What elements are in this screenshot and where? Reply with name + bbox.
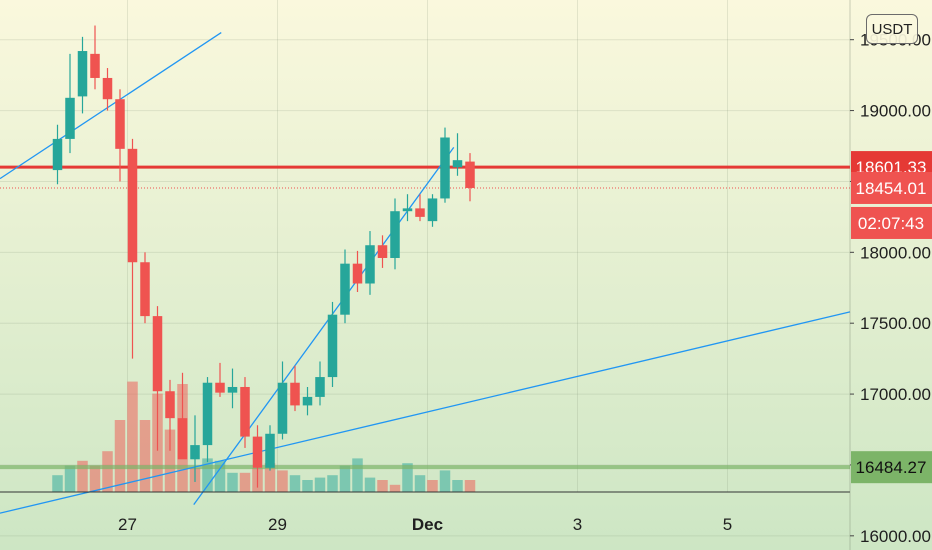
y-tick-label: 19000.00 [860, 102, 931, 121]
price-label-text: 02:07:43 [858, 214, 924, 233]
candle-body [177, 418, 188, 460]
volume-bar [302, 480, 313, 492]
y-tick-label: 17500.00 [860, 314, 931, 333]
candle-body [290, 382, 300, 406]
candle-body [365, 245, 375, 284]
y-tick-label: 16000.00 [860, 527, 931, 546]
candle-body [215, 382, 225, 393]
candle-body [190, 445, 200, 460]
candle-body [415, 208, 425, 217]
candle-body [315, 377, 325, 397]
candle-body [127, 148, 138, 263]
volume-bar [264, 463, 276, 492]
candle-body [77, 51, 88, 97]
volume-bar [364, 477, 376, 492]
volume-bar [389, 484, 401, 492]
volume-bar [452, 480, 463, 492]
volume-bar [102, 451, 113, 492]
currency-badge[interactable]: USDT [866, 14, 918, 44]
candle-body [427, 198, 438, 222]
volume-bar [139, 420, 151, 492]
volume-bar [439, 470, 451, 492]
candle-body [165, 391, 175, 419]
volume-bar [89, 465, 101, 492]
x-tick-label: 5 [723, 515, 732, 534]
volume-bar [114, 420, 126, 492]
rising-support-line [193, 147, 455, 506]
candle-body [227, 386, 238, 393]
candle-body [115, 99, 125, 149]
volume-bar [314, 477, 326, 492]
candle-body [152, 316, 163, 392]
x-tick-label: 29 [268, 515, 287, 534]
price-label-box [851, 451, 932, 484]
candle-body [277, 382, 288, 434]
candle-body [302, 396, 313, 406]
x-tick-label: 3 [573, 515, 582, 534]
volume-bar [339, 465, 351, 492]
volume-bar [327, 475, 338, 492]
candle-body [202, 382, 213, 446]
volume-bar [202, 458, 213, 492]
volume-bar [402, 463, 413, 492]
candle-body [402, 208, 413, 212]
volume-bar [464, 480, 476, 492]
candle-body [352, 263, 363, 284]
price-label-box [851, 206, 932, 239]
volume-bar [414, 475, 426, 492]
volume-bar [289, 475, 301, 492]
y-tick-label: 17000.00 [860, 385, 931, 404]
x-tick-label: Dec [412, 515, 443, 534]
volume-bar [214, 460, 226, 492]
upper-channel-line [0, 32, 222, 180]
candle-body [65, 97, 75, 139]
long-term-support-line [0, 311, 851, 514]
volume-bar [352, 458, 363, 492]
volume-bar [77, 460, 88, 492]
candle-body [102, 77, 113, 100]
volume-bar [52, 475, 63, 492]
price-label-box [851, 171, 932, 204]
price-label-text: 16484.27 [856, 458, 927, 477]
candle-body [90, 53, 100, 78]
candle-body [265, 433, 275, 468]
volume-bar [164, 429, 176, 492]
candle-body [52, 138, 63, 171]
candle-body [377, 245, 388, 258]
candle-body [240, 386, 250, 437]
volume-bar [427, 480, 438, 492]
volume-bar [277, 470, 288, 492]
volume-bar [239, 472, 251, 492]
volume-bar [227, 472, 238, 492]
y-tick-label: 18000.00 [860, 243, 931, 262]
candle-body [252, 436, 263, 468]
volume-bar [377, 480, 388, 492]
candle-body [390, 211, 400, 258]
candle-body [440, 137, 450, 199]
candle-body [340, 263, 350, 315]
candle-body [140, 262, 150, 317]
volume-bar [64, 465, 76, 492]
candle-body [452, 160, 463, 168]
volume-bar [127, 381, 138, 492]
price-label-text: 18454.01 [856, 179, 927, 198]
candle-body [327, 314, 338, 378]
x-tick-label: 27 [118, 515, 137, 534]
candle-body [465, 161, 475, 188]
